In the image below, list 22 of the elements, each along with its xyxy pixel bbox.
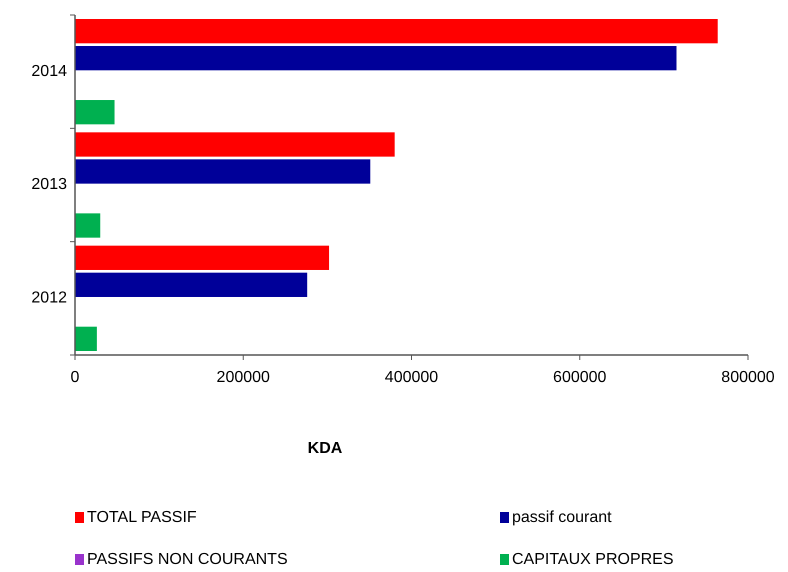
x-tick-label: 600000 [553, 369, 607, 386]
x-axis-title: KDA [308, 440, 343, 457]
bar [75, 100, 115, 124]
bar [75, 213, 100, 238]
y-tick-label: 2014 [31, 62, 68, 80]
legend-label: PASSIFS NON COURANTS [87, 551, 288, 568]
x-tick-label: 0 [70, 369, 80, 386]
legend-label: CAPITAUX PROPRES [512, 551, 674, 568]
bar [75, 326, 97, 351]
legend-label: TOTAL PASSIF [87, 509, 197, 526]
bar [75, 19, 718, 44]
bar [75, 272, 308, 297]
y-tick-label: 2013 [31, 176, 68, 194]
y-tick-label: 2012 [31, 290, 68, 307]
x-tick-label: 400000 [384, 369, 438, 386]
legend-label: passif courant [512, 509, 612, 526]
bar [75, 246, 330, 270]
bar [75, 159, 370, 184]
bar [75, 46, 676, 70]
bar [75, 132, 395, 157]
x-tick-label: 800000 [721, 369, 775, 386]
x-tick-label: 200000 [216, 369, 270, 386]
